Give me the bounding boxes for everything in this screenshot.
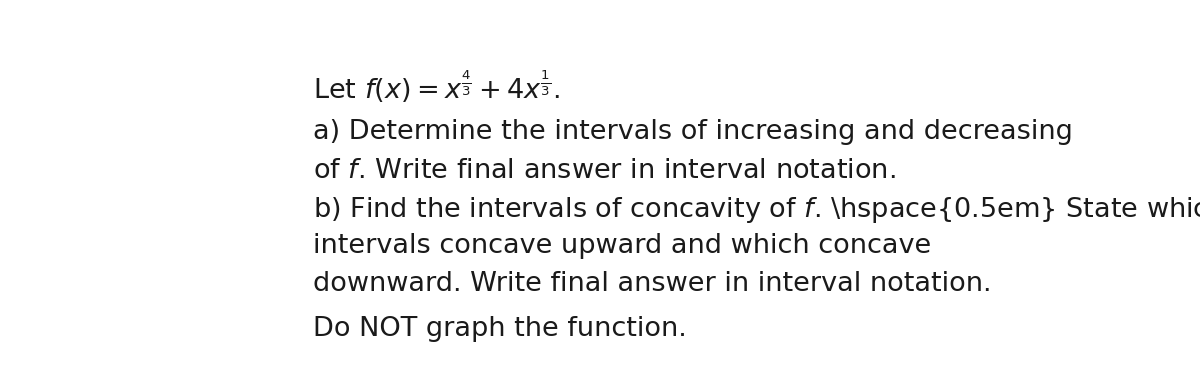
Text: Let $f(x) = x^{\frac{4}{3}} + 4x^{\frac{1}{3}}.$: Let $f(x) = x^{\frac{4}{3}} + 4x^{\frac{… <box>313 68 559 105</box>
Text: b) Find the intervals of concavity of $f$. \hspace{0.5em} State which: b) Find the intervals of concavity of $f… <box>313 195 1200 225</box>
Text: intervals concave upward and which concave: intervals concave upward and which conca… <box>313 233 931 259</box>
Text: downward. Write final answer in interval notation.: downward. Write final answer in interval… <box>313 271 991 297</box>
Text: of $f$. Write final answer in interval notation.: of $f$. Write final answer in interval n… <box>313 158 895 184</box>
Text: Do NOT graph the function.: Do NOT graph the function. <box>313 316 686 342</box>
Text: a) Determine the intervals of increasing and decreasing: a) Determine the intervals of increasing… <box>313 118 1073 145</box>
